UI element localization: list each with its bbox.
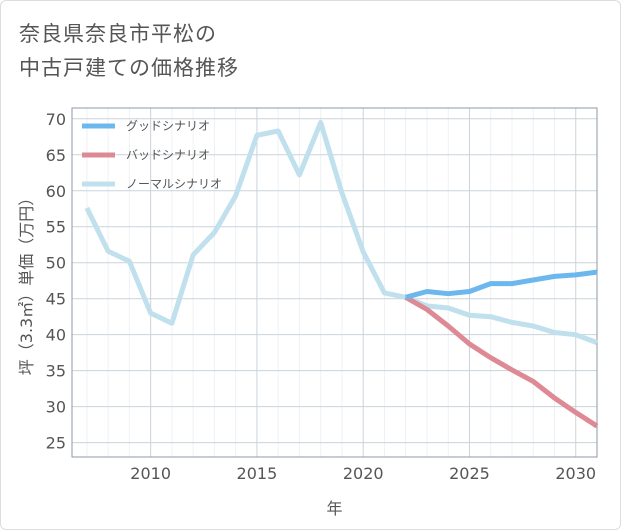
series-line bbox=[84, 119, 598, 345]
legend-label: バッドシナリオ bbox=[126, 148, 210, 162]
y-tick-label: 30 bbox=[46, 398, 66, 417]
chart-title-line2: 中古戸建ての価格推移 bbox=[19, 56, 239, 80]
x-tick-label: 2015 bbox=[237, 464, 278, 483]
y-tick-label: 60 bbox=[46, 182, 66, 201]
y-tick-label: 65 bbox=[46, 146, 66, 165]
x-tick-label: 2025 bbox=[449, 464, 490, 483]
x-tick-label: 2010 bbox=[130, 464, 171, 483]
x-tick-label: 2020 bbox=[343, 464, 384, 483]
x-axis-title: 年 bbox=[326, 499, 342, 518]
series-line bbox=[405, 269, 598, 300]
x-tick-label: 2030 bbox=[555, 464, 596, 483]
y-tick-label: 50 bbox=[46, 254, 66, 273]
y-tick-label: 40 bbox=[46, 326, 66, 345]
legend-label: ノーマルシナリオ bbox=[126, 177, 222, 191]
legend-label: グッドシナリオ bbox=[126, 119, 210, 133]
y-tick-label: 55 bbox=[46, 218, 66, 237]
plot-frame bbox=[71, 107, 598, 458]
y-tick-label: 35 bbox=[46, 362, 66, 381]
y-tick-label: 45 bbox=[46, 290, 66, 309]
y-axis-title: 坪（3.3㎡）単価（万円） bbox=[17, 190, 36, 375]
chart-title: 奈良県奈良市平松の 中古戸建ての価格推移 bbox=[19, 17, 239, 85]
chart-title-line1: 奈良県奈良市平松の bbox=[19, 22, 217, 46]
series-line bbox=[404, 295, 599, 429]
y-tick-label: 70 bbox=[46, 110, 66, 129]
y-tick-label: 25 bbox=[46, 434, 66, 453]
